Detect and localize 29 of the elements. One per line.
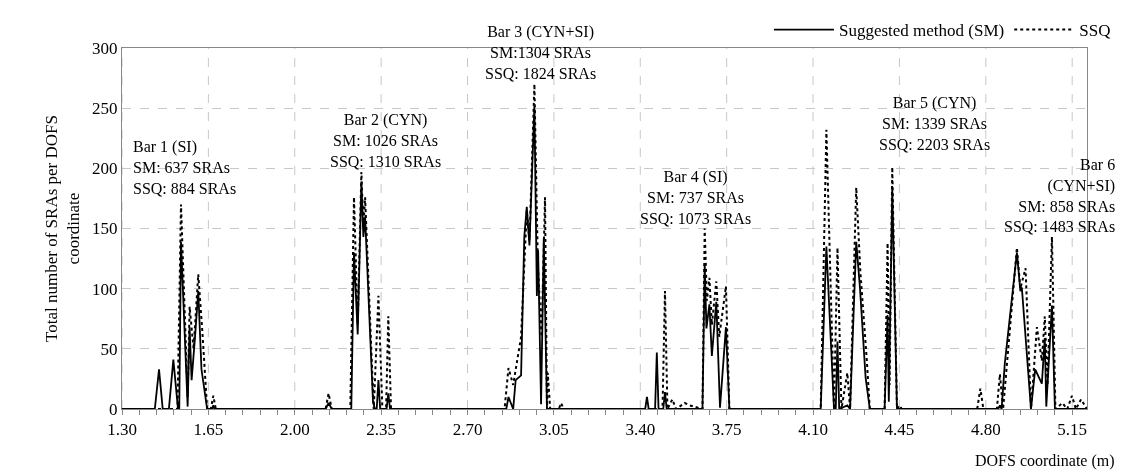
y-tick-label: 250 [92, 99, 118, 119]
legend-label: SSQ [1079, 21, 1111, 41]
y-tick-label: 200 [92, 159, 118, 179]
annotation: Bar 1 (SI) SM: 637 SRAs SSQ: 884 SRAs [133, 138, 237, 197]
x-tick-label: 2.35 [366, 420, 397, 440]
annotation: Bar 5 (CYN) SM: 1339 SRAs SSQ: 2203 SRAs [879, 94, 991, 153]
y-tick-label: 100 [92, 279, 118, 299]
annotation: Bar 3 (CYN+SI) SM:1304 SRAs SSQ: 1824 SRAs [485, 23, 597, 82]
x-axis-title: DOFS coordinate (m) [975, 452, 1115, 470]
x-tick-label: 4.80 [970, 420, 1001, 440]
y-tick-label: 50 [100, 339, 118, 359]
y-tick-label: 300 [92, 38, 118, 58]
annotation: Bar 6 (CYN+SI) SM: 858 SRAs SSQ: 1483 SRAs [1004, 156, 1116, 236]
x-tick-label: 4.10 [798, 420, 828, 440]
legend-label: Suggested method (SM) [838, 21, 1005, 41]
x-tick-label: 2.00 [279, 420, 310, 440]
x-tick-label: 3.05 [539, 420, 569, 440]
y-tick-label: 0 [109, 399, 118, 419]
x-tick-label: 1.65 [193, 420, 224, 440]
annotation: Bar 2 (CYN) SM: 1026 SRAs SSQ: 1310 SRAs [330, 111, 442, 170]
x-tick-label: 3.75 [711, 420, 742, 440]
y-tick-label: 150 [92, 219, 118, 239]
y-axis-title: Total number of SRAs per DOFS coordinate [41, 115, 83, 342]
x-tick-label: 3.40 [625, 420, 656, 440]
x-tick-label: 1.30 [107, 420, 137, 440]
x-tick-label: 2.70 [452, 420, 483, 440]
annotation: Bar 4 (SI) SM: 737 SRAs SSQ: 1073 SRAs [640, 168, 752, 227]
x-tick-label: 5.15 [1057, 420, 1088, 440]
x-tick-label: 4.45 [884, 420, 915, 440]
